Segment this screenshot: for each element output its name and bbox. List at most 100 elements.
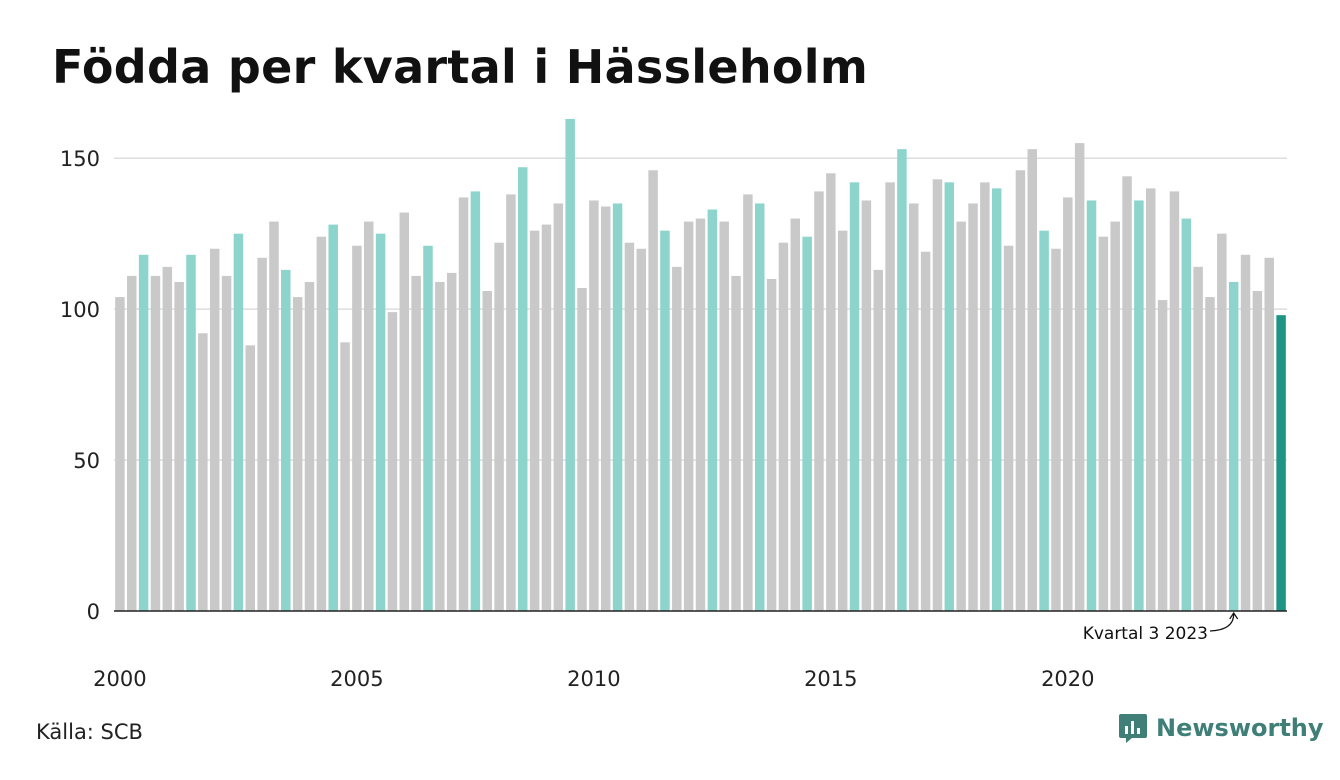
bar: [138, 254, 149, 612]
bar: [731, 275, 741, 611]
y-tick-label: 50: [73, 449, 100, 473]
bar: [292, 297, 303, 611]
bar: [435, 281, 445, 611]
bar: [873, 269, 883, 611]
bar: [743, 194, 753, 611]
bar: [411, 275, 421, 611]
bar: [364, 221, 374, 611]
bar: [589, 200, 599, 611]
bar: [695, 218, 706, 611]
bar: [778, 242, 789, 611]
bar: [802, 236, 812, 611]
bar: [648, 170, 658, 611]
bar: [541, 224, 552, 611]
bar: [600, 206, 611, 612]
bar: [1252, 291, 1263, 611]
bar: [755, 203, 765, 611]
bar: [446, 272, 457, 611]
bar: [1157, 300, 1168, 611]
bar: [565, 118, 575, 611]
bar: [683, 221, 694, 611]
bar: [885, 182, 895, 611]
bar: [186, 254, 196, 612]
bar: [826, 173, 836, 611]
bar: [909, 203, 919, 611]
bar: [328, 224, 338, 611]
bar: [423, 245, 433, 612]
bar: [837, 230, 848, 611]
bar: [1134, 200, 1144, 611]
bar: [636, 248, 646, 611]
bar: [1276, 315, 1286, 611]
bar: [766, 278, 777, 611]
bar: [304, 281, 315, 611]
bar: [1074, 143, 1085, 611]
bar: [494, 242, 504, 611]
bar: [624, 242, 635, 611]
x-tick-label: 2015: [804, 667, 857, 691]
bar: [245, 345, 255, 611]
bar: [316, 236, 327, 611]
y-tick-label: 150: [60, 147, 100, 171]
bar: [932, 179, 943, 611]
bar: [1146, 188, 1156, 612]
axes: 0 50 100 150 2000 2005 2010 2015 2020: [60, 147, 1287, 691]
bar: [115, 297, 125, 611]
x-tick-label: 2005: [330, 667, 383, 691]
bar: [861, 200, 872, 611]
source-label: Källa: SCB: [36, 720, 143, 744]
bar: [1015, 170, 1026, 611]
bar: [281, 269, 291, 611]
bar: [257, 257, 267, 611]
y-tick-label: 0: [87, 600, 100, 624]
bar: [150, 275, 161, 611]
bar: [897, 149, 907, 611]
bar: [458, 197, 469, 611]
bar: [1003, 245, 1014, 612]
bar: [707, 209, 718, 611]
bar: [375, 233, 386, 611]
bar: [849, 182, 860, 611]
bar: [1086, 200, 1097, 611]
bar: [814, 191, 824, 611]
newsworthy-logo-icon: [1119, 714, 1147, 743]
bar: [660, 230, 670, 611]
bar: [470, 191, 481, 611]
x-tick-label: 2010: [567, 667, 620, 691]
bar: [1051, 248, 1061, 611]
bar: [790, 218, 801, 611]
bar: [920, 251, 931, 611]
annotation-arrow: [1209, 611, 1239, 632]
bar: [612, 203, 623, 611]
bar: [1039, 230, 1049, 611]
bar: [968, 203, 978, 611]
bar: [221, 275, 232, 611]
bar: [1264, 257, 1274, 611]
bar: [529, 230, 540, 611]
bar: [1027, 149, 1037, 611]
bar: [980, 182, 990, 611]
bar: [482, 291, 492, 611]
x-tick-label: 2020: [1041, 667, 1094, 691]
bar: [719, 221, 729, 611]
x-tick-label: 2000: [93, 667, 146, 691]
bar: [1122, 176, 1132, 612]
bar: [577, 287, 587, 611]
bar: [1181, 218, 1192, 611]
bar: [506, 194, 516, 611]
bar: [1240, 254, 1251, 612]
bar: [944, 182, 955, 611]
brand: Newsworthy: [1118, 712, 1324, 744]
brand-name: Newsworthy: [1156, 714, 1324, 742]
bar: [1169, 191, 1180, 611]
annotation: Kvartal 3 2023: [1083, 611, 1239, 644]
y-tick-label: 100: [60, 298, 100, 322]
bar: [1063, 197, 1073, 611]
bar: [127, 275, 137, 611]
bar: [1110, 221, 1120, 611]
bar: [174, 281, 184, 611]
bar: [352, 245, 362, 612]
chart-title: Födda per kvartal i Hässleholm: [52, 40, 869, 94]
bar: [233, 233, 244, 611]
